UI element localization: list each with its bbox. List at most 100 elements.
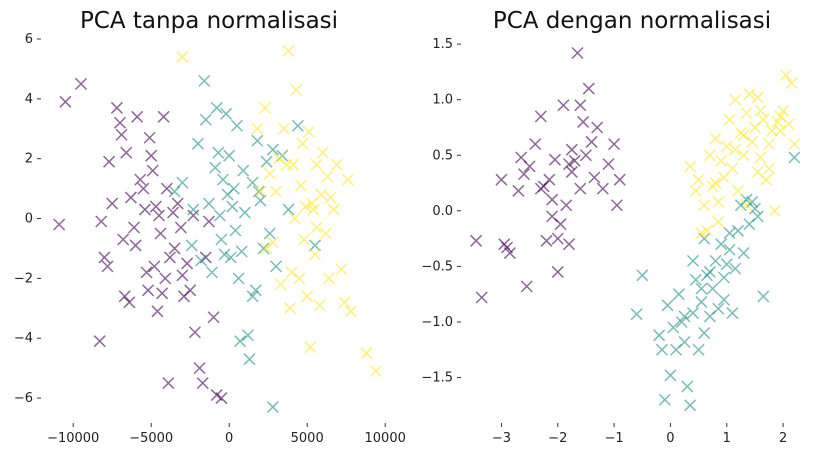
data-point <box>503 247 516 260</box>
data-point <box>160 182 173 195</box>
data-point <box>273 152 286 165</box>
data-point <box>779 69 792 82</box>
data-point <box>117 233 130 246</box>
data-point <box>551 265 564 278</box>
data-point <box>529 138 542 151</box>
data-point <box>692 343 705 356</box>
data-point <box>686 254 699 267</box>
data-point <box>712 302 725 315</box>
y-tick-label: 2 <box>25 152 33 167</box>
data-point <box>307 203 320 216</box>
data-point <box>284 302 297 315</box>
data-point <box>495 173 508 186</box>
data-point <box>129 239 142 252</box>
y-axis: 1.5 1.0 0.5 0.0 −0.5 −1.0 −1.5 <box>421 37 461 386</box>
data-point <box>701 224 714 237</box>
data-point <box>310 221 323 234</box>
data-point <box>254 185 267 198</box>
data-point <box>689 184 702 197</box>
data-point <box>720 258 733 271</box>
data-point <box>191 137 205 150</box>
y-tick-label: −2 <box>14 271 33 286</box>
data-point <box>712 215 725 228</box>
data-point <box>263 167 276 180</box>
data-point <box>698 327 711 340</box>
x-tick-label: 0 <box>225 431 233 446</box>
data-point <box>237 164 250 177</box>
data-point <box>703 149 716 162</box>
data-point <box>308 239 322 252</box>
data-point <box>216 173 229 186</box>
data-point <box>184 284 197 297</box>
y-tick-label: −0.5 <box>421 259 453 274</box>
data-point <box>757 290 770 303</box>
data-point <box>574 182 587 195</box>
data-point <box>285 266 298 279</box>
data-point <box>321 170 334 183</box>
data-point <box>156 287 169 300</box>
data-point <box>215 233 228 246</box>
data-point <box>546 193 559 206</box>
data-point <box>148 260 161 273</box>
data-point <box>596 182 609 195</box>
data-point <box>560 199 573 212</box>
data-point <box>123 296 136 309</box>
y-tick-label: 0.5 <box>432 148 453 163</box>
data-point <box>709 254 722 267</box>
data-point <box>296 137 309 150</box>
data-point <box>224 251 237 264</box>
data-point <box>187 203 200 216</box>
data-point <box>341 173 354 186</box>
data-point <box>319 227 332 240</box>
data-point <box>551 232 564 245</box>
data-point <box>140 266 153 279</box>
data-point <box>762 138 776 151</box>
y-tick-label: 0.0 <box>432 204 453 219</box>
data-point <box>757 113 770 126</box>
data-point <box>571 46 584 60</box>
data-point <box>294 179 307 192</box>
data-point <box>202 215 215 228</box>
data-point <box>316 146 329 159</box>
data-point <box>241 329 254 342</box>
data-point <box>613 173 626 186</box>
y-tick-label: 4 <box>25 92 33 107</box>
data-point <box>689 273 702 286</box>
data-point <box>212 146 225 159</box>
data-point <box>323 272 336 285</box>
data-point <box>785 76 798 90</box>
data-point <box>238 206 251 219</box>
data-point <box>327 203 340 216</box>
data-point <box>154 227 167 240</box>
y-tick-label: −4 <box>14 331 33 346</box>
y-tick-label: −1.5 <box>421 371 453 386</box>
data-point <box>579 149 592 162</box>
x-tick-label: −2 <box>548 431 567 446</box>
data-point <box>210 101 223 114</box>
data-point <box>269 260 283 273</box>
data-point <box>115 128 128 141</box>
scatter-panel-right: PCA dengan normalisasi 1.5 1.0 0.5 0.0 −0.5 −… <box>421 8 801 446</box>
data-point <box>101 260 114 273</box>
data-point <box>113 116 127 129</box>
data-point <box>131 110 144 123</box>
data-point <box>557 99 570 112</box>
data-point <box>630 308 643 321</box>
data-point <box>202 197 215 210</box>
x-tick-label: −1 <box>605 431 624 446</box>
data-point <box>765 124 778 137</box>
data-point <box>230 119 244 132</box>
data-point <box>686 307 699 320</box>
chart-title: PCA tanpa normalisasi <box>80 8 338 34</box>
data-point <box>176 176 189 189</box>
data-point <box>235 245 248 258</box>
data-point <box>282 203 295 216</box>
data-point <box>288 212 301 225</box>
data-point <box>138 203 151 216</box>
data-point <box>301 290 314 303</box>
data-point <box>280 158 293 171</box>
y-tick-label: −1.0 <box>421 315 453 330</box>
data-point <box>269 185 283 198</box>
data-point <box>260 242 273 255</box>
x-axis: −3 −2 −1 0 1 2 <box>492 423 787 446</box>
